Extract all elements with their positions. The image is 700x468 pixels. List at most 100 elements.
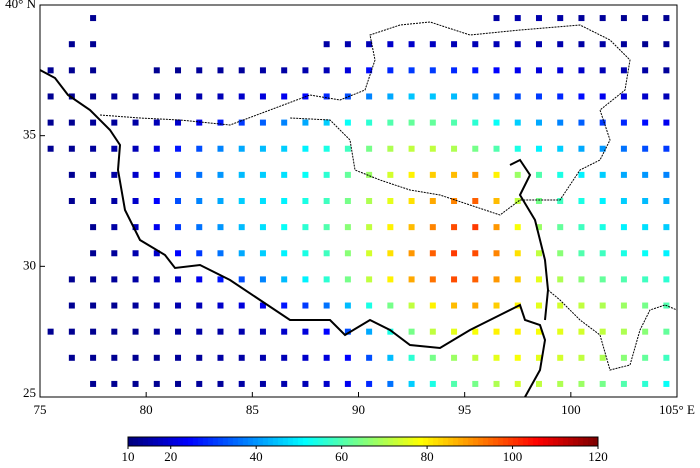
colorbar-step xyxy=(518,437,524,446)
colorbar-step xyxy=(138,437,144,446)
grid-cell xyxy=(217,380,224,387)
grid-cell xyxy=(535,93,542,100)
grid-cell xyxy=(663,119,670,126)
grid-cell xyxy=(196,198,203,204)
grid-cell xyxy=(111,380,118,387)
grid-cell xyxy=(323,380,330,387)
grid-cell xyxy=(175,380,182,387)
colorbar-step xyxy=(228,437,234,446)
grid-cell xyxy=(259,354,266,361)
grid-cell xyxy=(259,250,266,257)
grid-cell xyxy=(514,380,521,387)
grid-cell xyxy=(344,171,351,178)
grid-cell xyxy=(153,328,160,335)
grid-cell xyxy=(302,380,309,387)
grid-cell xyxy=(642,302,649,309)
grid-cell xyxy=(153,119,160,126)
grid-cell xyxy=(514,354,521,361)
grid-cell xyxy=(196,224,203,231)
colorbar-step xyxy=(323,437,329,446)
province-border xyxy=(547,289,678,371)
grid-cell xyxy=(259,145,266,152)
colorbar-step xyxy=(248,437,254,446)
grid-cell xyxy=(578,93,585,100)
grid-cell xyxy=(175,171,182,178)
colorbar-step xyxy=(488,437,494,446)
grid-cell xyxy=(642,93,649,100)
grid-cell xyxy=(217,250,224,257)
grid-cell xyxy=(599,380,606,387)
grid-cell xyxy=(302,171,309,178)
grid-cell xyxy=(387,250,394,257)
colorbar-step xyxy=(148,437,154,446)
grid-cell xyxy=(111,224,118,231)
grid-cell xyxy=(578,302,585,309)
grid-cell xyxy=(111,328,118,335)
grid-cell xyxy=(429,171,436,178)
grid-cell xyxy=(535,380,542,387)
grid-cell xyxy=(472,276,479,283)
colorbar-step xyxy=(358,437,364,446)
grid-cell xyxy=(387,198,394,204)
colorbar-step xyxy=(303,437,309,446)
grid-cell xyxy=(663,15,670,22)
grid-cell xyxy=(344,119,351,126)
grid-cell xyxy=(599,198,606,204)
grid-cell xyxy=(514,171,521,178)
grid-cell xyxy=(599,41,606,48)
grid-cell xyxy=(514,93,521,100)
colorbar-step xyxy=(218,437,224,446)
grid-cell xyxy=(408,380,415,387)
grid-cell xyxy=(323,67,330,74)
grid-cell xyxy=(344,276,351,283)
y-tick-label: 40° N xyxy=(5,0,36,11)
grid-cell xyxy=(132,224,139,231)
grid-cell xyxy=(472,119,479,126)
grid-cell xyxy=(323,145,330,152)
grid-cell xyxy=(68,276,75,283)
x-tick-label: 80 xyxy=(140,402,153,417)
grid-cell xyxy=(451,302,458,309)
grid-cell xyxy=(642,276,649,283)
colorbar-step xyxy=(298,437,304,446)
grid-cell xyxy=(196,171,203,178)
colorbar-step xyxy=(328,437,334,446)
grid-cell xyxy=(344,354,351,361)
grid-cell xyxy=(153,67,160,74)
grid-cell xyxy=(472,328,479,335)
grid-cell xyxy=(429,67,436,74)
grid-cell xyxy=(132,328,139,335)
grid-cell xyxy=(578,41,585,48)
grid-cell xyxy=(366,276,373,283)
colorbar-step xyxy=(428,437,434,446)
grid-cell xyxy=(429,41,436,48)
grid-cell xyxy=(90,380,97,387)
grid-cell xyxy=(387,354,394,361)
grid-cell xyxy=(408,41,415,48)
grid-cell xyxy=(535,67,542,74)
x-tick-label: 90 xyxy=(352,402,365,417)
grid-cell xyxy=(132,276,139,283)
colorbar-step xyxy=(378,437,384,446)
grid-cell xyxy=(217,328,224,335)
colorbar-step xyxy=(383,437,389,446)
grid-cell xyxy=(599,145,606,152)
grid-cell xyxy=(302,276,309,283)
grid-cell xyxy=(153,171,160,178)
colorbar-step xyxy=(348,437,354,446)
grid-cell xyxy=(451,93,458,100)
colorbar-step xyxy=(133,437,139,446)
colorbar-tick-label: 40 xyxy=(250,449,263,463)
grid-cell xyxy=(196,276,203,283)
colorbar-step xyxy=(338,437,344,446)
grid-cell xyxy=(323,224,330,231)
grid-cell xyxy=(472,302,479,309)
grid-cell xyxy=(366,250,373,257)
grid-cell xyxy=(620,41,627,48)
colorbar-step xyxy=(193,437,199,446)
grid-cell xyxy=(68,198,75,204)
grid-cell xyxy=(408,302,415,309)
grid-cell xyxy=(557,198,564,204)
grid-cell xyxy=(217,354,224,361)
grid-cell xyxy=(472,145,479,152)
